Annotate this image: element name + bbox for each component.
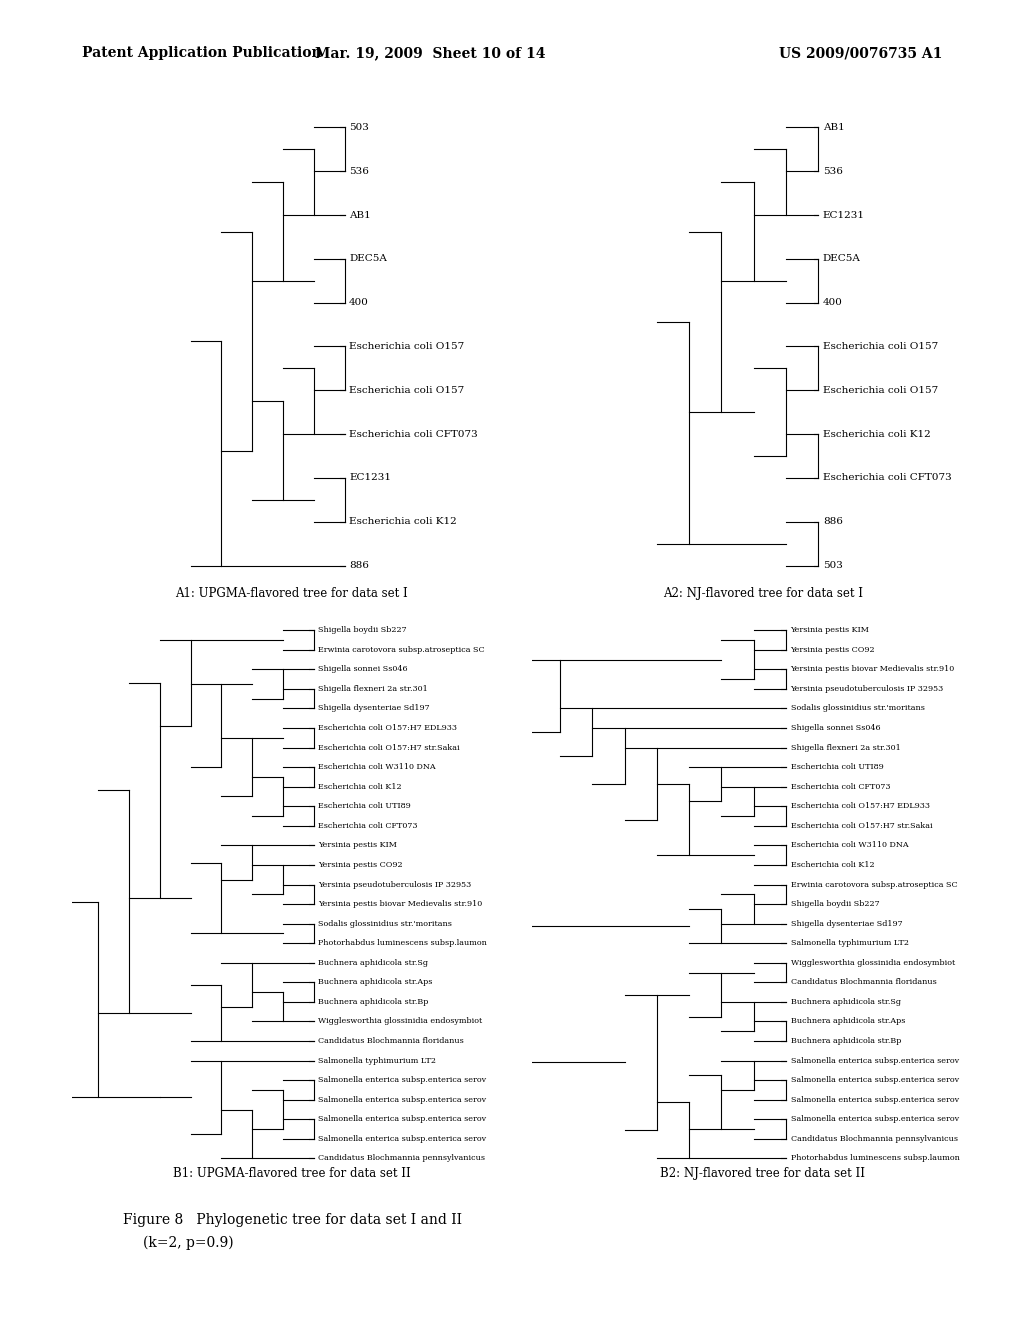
Text: Salmonella typhimurium LT2: Salmonella typhimurium LT2 bbox=[318, 1056, 436, 1065]
Text: Escherichia coli CFT073: Escherichia coli CFT073 bbox=[823, 474, 951, 482]
Text: Salmonella enterica subsp.enterica serov: Salmonella enterica subsp.enterica serov bbox=[318, 1115, 486, 1123]
Text: Photorhabdus luminescens subsp.laumon: Photorhabdus luminescens subsp.laumon bbox=[318, 940, 487, 948]
Text: EC1231: EC1231 bbox=[823, 211, 865, 219]
Text: Escherichia coli W3110 DNA: Escherichia coli W3110 DNA bbox=[791, 841, 908, 849]
Text: Salmonella enterica subsp.enterica serov: Salmonella enterica subsp.enterica serov bbox=[791, 1056, 958, 1065]
Text: Yersinia pseudotuberculosis IP 32953: Yersinia pseudotuberculosis IP 32953 bbox=[791, 685, 944, 693]
Text: DEC5A: DEC5A bbox=[349, 255, 387, 264]
Text: Wigglesworthia glossinidia endosymbiot: Wigglesworthia glossinidia endosymbiot bbox=[318, 1018, 482, 1026]
Text: 886: 886 bbox=[823, 517, 843, 527]
Text: Escherichia coli K12: Escherichia coli K12 bbox=[791, 861, 874, 869]
Text: Erwinia carotovora subsp.atroseptica SC: Erwinia carotovora subsp.atroseptica SC bbox=[791, 880, 957, 888]
Text: Figure 8   Phylogenetic tree for data set I and II: Figure 8 Phylogenetic tree for data set … bbox=[123, 1213, 462, 1226]
Text: Escherichia coli K12: Escherichia coli K12 bbox=[318, 783, 401, 791]
Text: 536: 536 bbox=[823, 166, 843, 176]
Text: Mar. 19, 2009  Sheet 10 of 14: Mar. 19, 2009 Sheet 10 of 14 bbox=[314, 46, 546, 61]
Text: Salmonella enterica subsp.enterica serov: Salmonella enterica subsp.enterica serov bbox=[318, 1096, 486, 1104]
Text: B1: UPGMA-flavored tree for data set II: B1: UPGMA-flavored tree for data set II bbox=[173, 1167, 411, 1180]
Text: Salmonella enterica subsp.enterica serov: Salmonella enterica subsp.enterica serov bbox=[318, 1135, 486, 1143]
Text: Escherichia coli CFT073: Escherichia coli CFT073 bbox=[318, 822, 418, 830]
Text: Salmonella enterica subsp.enterica serov: Salmonella enterica subsp.enterica serov bbox=[791, 1096, 958, 1104]
Text: Buchnera aphidicola str.Bp: Buchnera aphidicola str.Bp bbox=[318, 998, 429, 1006]
Text: Candidatus Blochmannia floridanus: Candidatus Blochmannia floridanus bbox=[318, 1038, 464, 1045]
Text: Escherichia coli O157: Escherichia coli O157 bbox=[823, 342, 938, 351]
Text: US 2009/0076735 A1: US 2009/0076735 A1 bbox=[778, 46, 942, 61]
Text: Shigella dysenteriae Sd197: Shigella dysenteriae Sd197 bbox=[318, 705, 430, 713]
Text: Escherichia coli CFT073: Escherichia coli CFT073 bbox=[349, 429, 478, 438]
Text: Sodalis glossinidius str.'moritans: Sodalis glossinidius str.'moritans bbox=[318, 920, 453, 928]
Text: B2: NJ-flavored tree for data set II: B2: NJ-flavored tree for data set II bbox=[660, 1167, 865, 1180]
Text: Shigella boydii Sb227: Shigella boydii Sb227 bbox=[318, 626, 407, 634]
Text: Salmonella enterica subsp.enterica serov: Salmonella enterica subsp.enterica serov bbox=[791, 1076, 958, 1084]
Text: Escherichia coli W3110 DNA: Escherichia coli W3110 DNA bbox=[318, 763, 436, 771]
Text: Shigella boydii Sb227: Shigella boydii Sb227 bbox=[791, 900, 880, 908]
Text: Escherichia coli UTI89: Escherichia coli UTI89 bbox=[791, 763, 884, 771]
Text: AB1: AB1 bbox=[349, 211, 371, 219]
Text: Patent Application Publication: Patent Application Publication bbox=[82, 46, 322, 61]
Text: Salmonella enterica subsp.enterica serov: Salmonella enterica subsp.enterica serov bbox=[791, 1115, 958, 1123]
Text: Escherichia coli K12: Escherichia coli K12 bbox=[349, 517, 457, 527]
Text: Escherichia coli O157:H7 str.Sakai: Escherichia coli O157:H7 str.Sakai bbox=[318, 743, 460, 751]
Text: Yersinia pestis biovar Medievalis str.910: Yersinia pestis biovar Medievalis str.91… bbox=[791, 665, 954, 673]
Text: 400: 400 bbox=[349, 298, 369, 308]
Text: Escherichia coli UTI89: Escherichia coli UTI89 bbox=[318, 803, 411, 810]
Text: Escherichia coli O157:H7 EDL933: Escherichia coli O157:H7 EDL933 bbox=[318, 723, 458, 733]
Text: 503: 503 bbox=[823, 561, 843, 570]
Text: Photorhabdus luminescens subsp.laumon: Photorhabdus luminescens subsp.laumon bbox=[791, 1155, 959, 1163]
Text: Sodalis glossinidius str.'moritans: Sodalis glossinidius str.'moritans bbox=[791, 705, 925, 713]
Text: A1: UPGMA-flavored tree for data set I: A1: UPGMA-flavored tree for data set I bbox=[175, 586, 409, 599]
Text: Buchnera aphidicola str.Aps: Buchnera aphidicola str.Aps bbox=[318, 978, 432, 986]
Text: Candidatus Blochmannia pennsylvanicus: Candidatus Blochmannia pennsylvanicus bbox=[318, 1155, 485, 1163]
Text: EC1231: EC1231 bbox=[349, 474, 391, 482]
Text: Wigglesworthia glossinidia endosymbiot: Wigglesworthia glossinidia endosymbiot bbox=[791, 958, 954, 966]
Text: Yersinia pestis biovar Medievalis str.910: Yersinia pestis biovar Medievalis str.91… bbox=[318, 900, 482, 908]
Text: 503: 503 bbox=[349, 123, 369, 132]
Text: Yersinia pestis KIM: Yersinia pestis KIM bbox=[318, 841, 397, 849]
Text: Escherichia coli O157: Escherichia coli O157 bbox=[823, 385, 938, 395]
Text: AB1: AB1 bbox=[823, 123, 845, 132]
Text: Shigella sonnei Ss046: Shigella sonnei Ss046 bbox=[791, 723, 881, 733]
Text: Buchnera aphidicola str.Aps: Buchnera aphidicola str.Aps bbox=[791, 1018, 905, 1026]
Text: Salmonella typhimurium LT2: Salmonella typhimurium LT2 bbox=[791, 940, 908, 948]
Text: Buchnera aphidicola str.Sg: Buchnera aphidicola str.Sg bbox=[318, 958, 428, 966]
Text: Candidatus Blochmannia floridanus: Candidatus Blochmannia floridanus bbox=[791, 978, 936, 986]
Text: DEC5A: DEC5A bbox=[823, 255, 860, 264]
Text: Shigella flexneri 2a str.301: Shigella flexneri 2a str.301 bbox=[318, 685, 428, 693]
Text: (k=2, p=0.9): (k=2, p=0.9) bbox=[143, 1236, 234, 1250]
Text: Yersinia pestis CO92: Yersinia pestis CO92 bbox=[318, 861, 402, 869]
Text: Yersinia pestis CO92: Yersinia pestis CO92 bbox=[791, 645, 876, 653]
Text: 536: 536 bbox=[349, 166, 369, 176]
Text: Erwinia carotovora subsp.atroseptica SC: Erwinia carotovora subsp.atroseptica SC bbox=[318, 645, 485, 653]
Text: Shigella flexneri 2a str.301: Shigella flexneri 2a str.301 bbox=[791, 743, 900, 751]
Text: Candidatus Blochmannia pennsylvanicus: Candidatus Blochmannia pennsylvanicus bbox=[791, 1135, 957, 1143]
Text: Escherichia coli O157:H7 EDL933: Escherichia coli O157:H7 EDL933 bbox=[791, 803, 930, 810]
Text: 400: 400 bbox=[823, 298, 843, 308]
Text: 886: 886 bbox=[349, 561, 369, 570]
Text: Yersinia pestis KIM: Yersinia pestis KIM bbox=[791, 626, 869, 634]
Text: Escherichia coli K12: Escherichia coli K12 bbox=[823, 429, 931, 438]
Text: Shigella dysenteriae Sd197: Shigella dysenteriae Sd197 bbox=[791, 920, 902, 928]
Text: Buchnera aphidicola str.Sg: Buchnera aphidicola str.Sg bbox=[791, 998, 900, 1006]
Text: Salmonella enterica subsp.enterica serov: Salmonella enterica subsp.enterica serov bbox=[318, 1076, 486, 1084]
Text: Escherichia coli O157: Escherichia coli O157 bbox=[349, 342, 464, 351]
Text: Yersinia pseudotuberculosis IP 32953: Yersinia pseudotuberculosis IP 32953 bbox=[318, 880, 471, 888]
Text: A2: NJ-flavored tree for data set I: A2: NJ-flavored tree for data set I bbox=[663, 586, 863, 599]
Text: Shigella sonnei Ss046: Shigella sonnei Ss046 bbox=[318, 665, 408, 673]
Text: Buchnera aphidicola str.Bp: Buchnera aphidicola str.Bp bbox=[791, 1038, 901, 1045]
Text: Escherichia coli CFT073: Escherichia coli CFT073 bbox=[791, 783, 890, 791]
Text: Escherichia coli O157:H7 str.Sakai: Escherichia coli O157:H7 str.Sakai bbox=[791, 822, 932, 830]
Text: Escherichia coli O157: Escherichia coli O157 bbox=[349, 385, 464, 395]
